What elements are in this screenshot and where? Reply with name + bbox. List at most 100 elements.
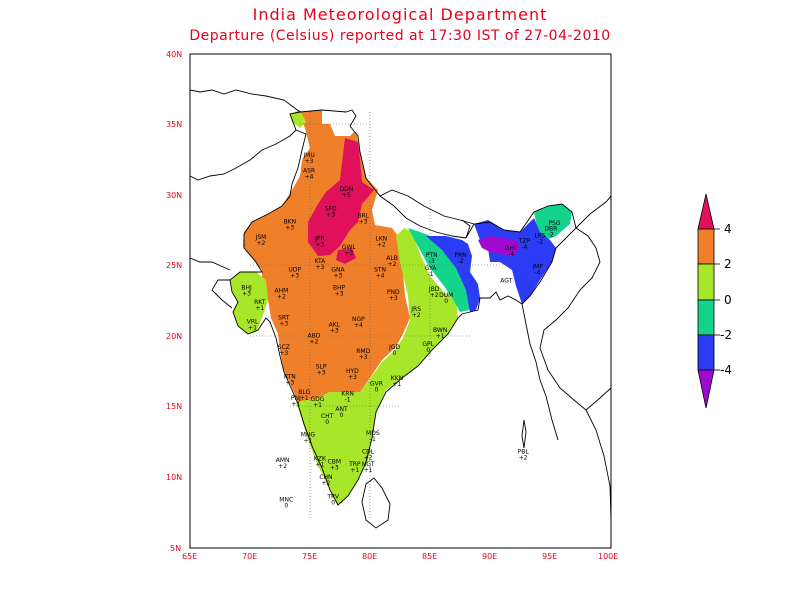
station-cdl: CDL+2 [362,448,375,461]
station-departure: +3 [359,219,368,226]
station-trp: TRP+1 [348,461,361,474]
station-name: ANT [335,406,348,413]
station-name: AKL [329,321,341,328]
station-departure: -1 [370,436,376,443]
station-brl: BRL+3 [357,213,369,226]
station-name: ALB [386,255,398,262]
region-plus4-central [336,248,356,264]
region-plus4 [308,138,374,256]
station-dbr: DBR-2 [544,225,557,238]
station-rkt: RKT+1 [254,299,266,312]
station-rtn: RTN+3 [284,374,296,387]
station-name: DBR [544,225,557,232]
colorbar-label-minus2: -2 [720,328,732,342]
station-kzk: KZK+1 [314,455,327,468]
station-departure: +1 [303,437,312,444]
map-subtitle: Departure (Celsius) reported at 17:30 IS… [189,28,611,44]
station-name: MDS [366,430,380,437]
station-name: JMU [302,152,314,159]
station-name: BRL [357,213,369,220]
station-krn: KRN-1 [341,391,354,404]
station-ptn: PTN-3 [426,252,438,265]
station-departure: 0 [393,350,397,357]
station-departure: +1 [255,305,264,312]
station-departure: +2 [412,312,421,319]
station-chn: CHN+2 [319,474,332,487]
station-name: TRP [348,461,361,468]
station-abd: ABD+2 [307,333,320,346]
station-agt: AGT [500,278,512,285]
station-name: VRL [247,319,259,326]
lon-tick-70e: 70E [242,552,257,561]
station-name: CHT [321,413,334,420]
colorbar-label-4: 4 [724,222,732,236]
station-departure: 0 [331,500,335,507]
colorbar-segment-0-2 [697,263,715,301]
station-departure: -2 [548,231,554,238]
station-name: ASR [303,168,315,175]
station-name: PSG [548,220,560,227]
station-departure: 0 [325,419,329,426]
station-name: GVR [370,381,383,388]
station-departure: +1 [291,401,300,408]
station-departure: +3 [330,464,339,471]
station-srt: SRT+3 [278,314,290,327]
station-departure: +2 [278,463,287,470]
station-name: STN [374,266,386,273]
station-kkn: KKN+1 [391,375,403,388]
station-name: BWN [433,327,447,334]
station-gya: GYA-1 [425,265,438,278]
station-lkn: LKN+2 [375,235,387,248]
station-departure: +4 [305,174,314,181]
lon-tick-85e: 85E [422,552,437,561]
station-name: GWL [342,244,357,251]
lon-tick-100e: 100E [598,552,618,561]
region-minus2-0-northeast [534,204,572,240]
lon-tick-80e: 80E [362,552,377,561]
station-vrl: VRL+1 [247,319,259,332]
station-departure: +1 [364,467,373,474]
station-name: HYD [346,368,359,375]
station-departure: +3 [285,224,294,231]
shaded-regions [230,110,572,505]
station-blg: BLG+1 [298,389,310,402]
station-bhj: BHJ+3 [241,285,252,298]
station-prn: PRN-2 [455,252,467,265]
station-jpr: JPR+3 [314,235,325,248]
colorbar-segment-minus4-minus2 [697,334,715,371]
station-name: GHT [505,245,518,252]
station-name: PTN [426,252,438,259]
station-stn: STN+4 [374,266,386,279]
station-gwl: GWL+3 [342,244,357,257]
station-departure: +3 [285,380,294,387]
station-hyd: HYD+3 [346,368,359,381]
region-minus2-0-east [408,228,470,312]
station-tzp: TZP-4 [518,238,531,251]
station-departure: +3 [348,374,357,381]
station-imp: IMP-4 [532,264,543,277]
station-mng: MNG+1 [301,431,316,444]
station-name: PBL [518,448,530,455]
station-ngp: NGP+4 [352,316,365,329]
station-departure: +1 [313,402,322,409]
station-departure: +2 [377,241,386,248]
lat-tick-40n: 40N [166,50,182,59]
graticule [250,112,520,520]
station-cbm: CBM+3 [328,458,341,471]
lat-tick-10n: 10N [166,473,182,482]
station-name: SRT [278,314,290,321]
station-rmd: RMD+3 [356,348,370,361]
station-name: ABD [307,333,320,340]
station-departure: +3 [290,272,299,279]
station-name: SFD [325,206,337,213]
lat-tick-20n: 20N [166,332,182,341]
station-departure: +3 [335,291,344,298]
lat-tick-30n: 30N [166,191,182,200]
station-departure: +2 [519,454,528,461]
station-departure: -1 [428,271,434,278]
station-name: TRV [326,494,340,501]
station-departure: -1 [345,397,351,404]
